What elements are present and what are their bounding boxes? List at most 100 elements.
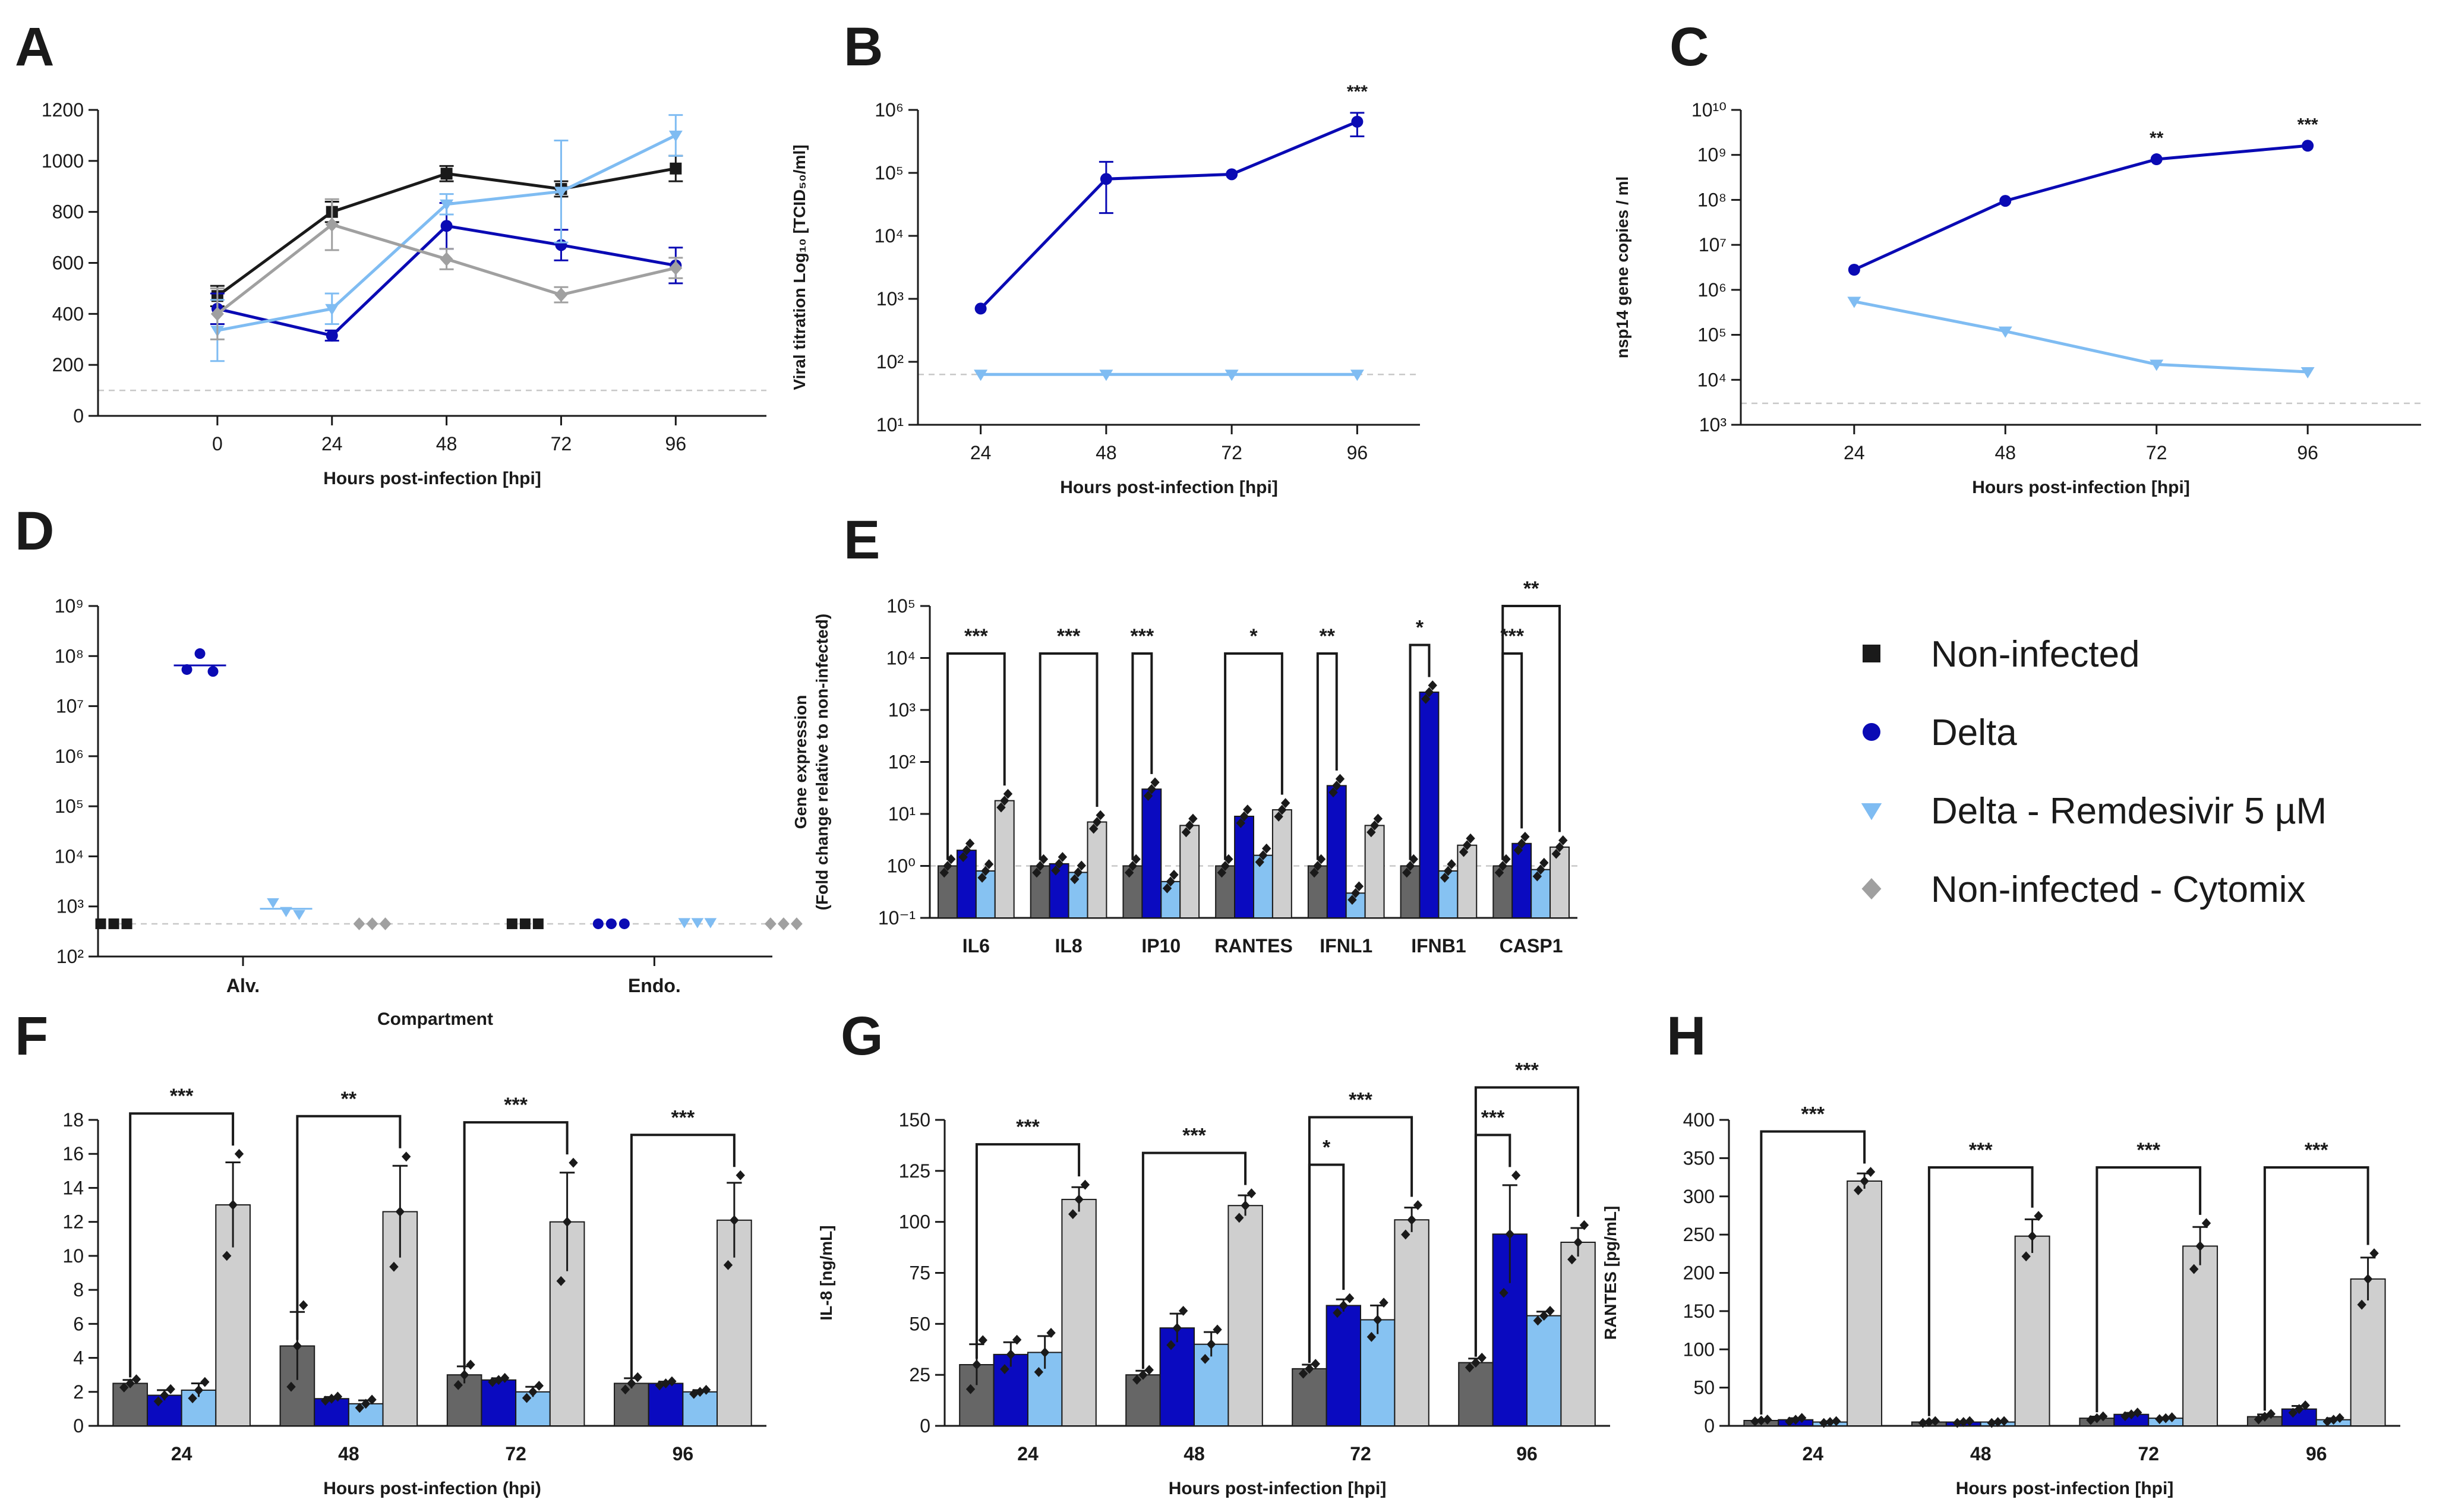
x-tick-label: 72	[551, 433, 572, 454]
data-point	[1447, 859, 1456, 869]
data-point	[1369, 820, 1380, 831]
data-point	[395, 1207, 405, 1217]
bar	[938, 865, 958, 918]
panel-e: E 10⁻¹ 10⁰ 10¹ 10² 10³ 10⁴ 10⁵ IL6 IL8 IP10 RANTES I…	[791, 510, 1577, 957]
y-tick-label: 10²	[56, 946, 84, 967]
y-tick-label: 150	[899, 1109, 930, 1131]
significance-label: **	[341, 1088, 357, 1110]
x-axis-label: Hours post-infection [hpi]	[1956, 1479, 2174, 1498]
series-non_infected	[959, 1335, 1494, 1427]
legend-label: Delta	[1931, 712, 2017, 753]
x-tick-label: 24	[1017, 1443, 1039, 1464]
data-point	[592, 918, 604, 929]
data-point	[2369, 1248, 2379, 1258]
panel-label: E	[844, 510, 880, 570]
y-tick-label: 16	[62, 1143, 84, 1164]
legend: Non-infected Delta Delta - Remdesivir 5 µM…	[1861, 634, 2327, 910]
data-point	[1918, 1418, 1928, 1428]
panel-f: F02468101214161824487296***********IL-6 …	[15, 1006, 766, 1498]
significance-label: *	[1416, 617, 1424, 639]
y-tick-label: 10⁹	[1697, 144, 1727, 166]
y-tick-label: 10³	[888, 699, 916, 721]
data-point	[121, 918, 132, 929]
y-tick-label: 10⁵	[886, 595, 916, 617]
data-point	[200, 1377, 210, 1387]
y-tick-label: 10⁵	[875, 162, 904, 184]
data-point	[1465, 1362, 1475, 1373]
significance-label: ***	[671, 1106, 695, 1129]
bar	[2182, 1245, 2218, 1426]
significance-label: ***	[1347, 82, 1368, 102]
y-tick-label: 200	[1683, 1262, 1715, 1284]
data-point	[1825, 1417, 1835, 1427]
x-tick-label: IL6	[962, 935, 990, 957]
data-point	[1499, 1287, 1508, 1298]
x-tick-label: 72	[505, 1443, 526, 1464]
data-point	[1351, 115, 1364, 128]
panel-label: A	[15, 17, 54, 77]
y-tick-label: 0	[73, 1415, 84, 1437]
y-axis-label: Viral titration Log₁₀ [TCID₅₀/ml]	[790, 144, 809, 390]
data-point	[1373, 813, 1383, 824]
y-tick-label: 600	[52, 252, 84, 274]
data-point	[1785, 1416, 1794, 1427]
data-point	[1999, 1416, 2009, 1426]
data-point	[1413, 1200, 1423, 1210]
data-point	[1462, 840, 1472, 851]
y-tick-label: 10⁴	[1697, 369, 1727, 390]
data-point	[1498, 861, 1507, 871]
data-point	[228, 1200, 238, 1210]
data-point	[1407, 1214, 1416, 1225]
data-point	[1401, 1229, 1410, 1240]
data-point	[1424, 687, 1434, 697]
significance-label: ***	[2305, 1139, 2328, 1161]
data-point	[326, 329, 338, 342]
data-point	[194, 648, 206, 659]
y-tick-label: 12	[62, 1211, 84, 1233]
data-point	[2027, 1231, 2037, 1242]
y-tick-label: 10⁵	[1697, 324, 1727, 346]
data-point	[764, 917, 777, 930]
data-point	[2266, 1409, 2276, 1419]
data-point	[1077, 860, 1086, 871]
x-tick-label: 72	[2138, 1443, 2159, 1464]
legend-marker-delta	[1863, 723, 1880, 741]
data-point	[1373, 1315, 1383, 1325]
y-tick-label: 100	[899, 1211, 930, 1233]
data-point	[1144, 1365, 1154, 1375]
data-point	[1143, 791, 1153, 801]
y-tick-label: 2	[73, 1381, 84, 1403]
data-point	[678, 918, 691, 929]
data-point	[1262, 843, 1271, 854]
data-point	[620, 1384, 630, 1395]
data-point	[2021, 1251, 2031, 1262]
y-tick-label: 10⁸	[55, 645, 84, 667]
data-point	[736, 1170, 745, 1180]
data-point	[1999, 195, 2012, 207]
data-point	[1763, 1415, 1772, 1425]
data-point	[532, 918, 544, 929]
y-tick-label: 10⁸	[1697, 189, 1727, 210]
data-point	[367, 1394, 377, 1405]
significance-label: ***	[1057, 625, 1081, 648]
data-point	[95, 918, 106, 929]
bar	[1271, 809, 1292, 919]
data-point	[1494, 867, 1504, 878]
series-cytomix	[994, 788, 1570, 919]
significance-bracket	[946, 652, 1006, 860]
data-point	[389, 1261, 399, 1272]
series-line	[979, 120, 1358, 310]
data-point	[1054, 858, 1064, 869]
data-point	[627, 1378, 636, 1388]
data-point	[962, 845, 971, 856]
y-tick-label: 50	[909, 1313, 930, 1334]
panel-label: F	[15, 1006, 48, 1066]
significance-bracket	[975, 1143, 1081, 1359]
series-line	[1853, 144, 2308, 272]
data-point	[1124, 867, 1134, 878]
panel-label: B	[844, 17, 883, 77]
y-tick-label: 10⁰	[887, 856, 916, 877]
data-point	[1236, 818, 1245, 828]
data-point	[1217, 867, 1227, 878]
y-tick-label: 10¹	[876, 414, 904, 435]
